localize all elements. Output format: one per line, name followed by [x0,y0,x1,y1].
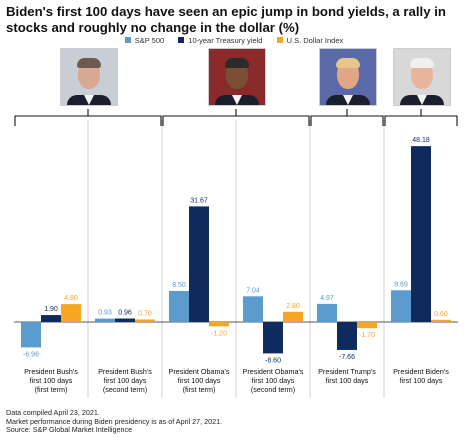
data-label: 48.18 [412,137,430,144]
data-label: 4.90 [64,295,78,302]
data-label: 7.04 [246,287,260,294]
data-label: 0.60 [434,311,448,318]
data-label: -7.66 [339,354,355,361]
category-label: President Bush's [98,367,152,376]
bar-s-p-500 [95,318,115,322]
data-label: 31.67 [190,197,208,204]
bar-u-s-dollar-index [357,322,377,329]
data-label: 1.90 [44,306,58,313]
category-label: President Bush's [24,367,78,376]
bar-10-year-treasury-yield [115,318,135,322]
category-label: President Obama's [243,367,304,376]
note-source: Source: S&P Global Market Intelligence [6,425,133,435]
bar-10-year-treasury-yield [411,146,431,322]
bar-s-p-500 [169,290,189,322]
legend-label-sp500: S&P 500 [134,36,165,45]
category-label: first 100 days [30,376,73,385]
bar-s-p-500 [21,322,41,348]
legend-swatch-dollar [276,37,283,43]
legend-item-dollar: U.S. Dollar Index [276,36,344,45]
bar-u-s-dollar-index [209,322,229,327]
legend-swatch-treasury [178,37,185,43]
category-label: President Trump's [318,367,376,376]
president-portrait-obama [208,48,266,106]
chart-notes: Data compiled April 23, 2021. Market per… [6,408,223,435]
bar-10-year-treasury-yield [41,315,61,322]
president-bracket [384,109,458,126]
note-biden-asof: Market performance during Biden presiden… [6,416,223,426]
legend-item-sp500: S&P 500 [124,36,165,45]
category-label: (second term) [103,385,147,394]
president-bracket [14,109,162,126]
data-label: 0.70 [138,310,152,317]
data-label: 0.93 [98,310,112,317]
category-label: (second term) [251,385,295,394]
category-label: first 100 days [252,376,295,385]
category-label: first 100 days [178,376,221,385]
data-label: 8.69 [394,281,408,288]
data-label: 8.50 [172,282,186,289]
data-label: 0.96 [118,309,132,316]
bar-s-p-500 [317,303,337,322]
bar-u-s-dollar-index [283,311,303,322]
president-portrait-trump [319,48,377,106]
bar-10-year-treasury-yield [189,206,209,322]
data-label: -1.70 [359,332,375,339]
category-label: first 100 days [104,376,147,385]
category-label: (first term) [35,385,68,394]
data-label: 2.80 [286,303,300,310]
legend-item-treasury: 10-year Treasury yield [178,36,262,45]
bar-s-p-500 [243,296,263,322]
legend-label-dollar: U.S. Dollar Index [286,36,344,45]
chart-title: Biden's first 100 days have seen an epic… [6,4,446,35]
president-portrait-biden [393,48,451,106]
data-label: -6.96 [23,351,39,358]
bar-u-s-dollar-index [431,319,451,322]
president-bracket [162,109,310,126]
note-data-compiled: Data compiled April 23, 2021. [6,408,100,417]
category-label: first 100 days [400,376,443,385]
category-label: President Obama's [169,367,230,376]
chart-legend: S&P 500 10-year Treasury yield U.S. Doll… [0,36,468,45]
data-label: 4.97 [320,295,334,302]
category-label: (first term) [183,385,216,394]
legend-swatch-sp500 [124,37,131,43]
category-label: President Biden's [393,367,449,376]
president-portrait-bush [60,48,118,106]
legend-label-treasury: 10-year Treasury yield [188,36,263,45]
category-label: first 100 days [326,376,369,385]
president-bracket [310,109,384,126]
bar-10-year-treasury-yield [337,322,357,350]
bar-10-year-treasury-yield [263,322,283,354]
data-label: -8.60 [265,357,281,364]
bar-s-p-500 [391,290,411,322]
bar-u-s-dollar-index [61,304,81,322]
data-label: -1.20 [211,330,227,337]
bar-u-s-dollar-index [135,319,155,322]
